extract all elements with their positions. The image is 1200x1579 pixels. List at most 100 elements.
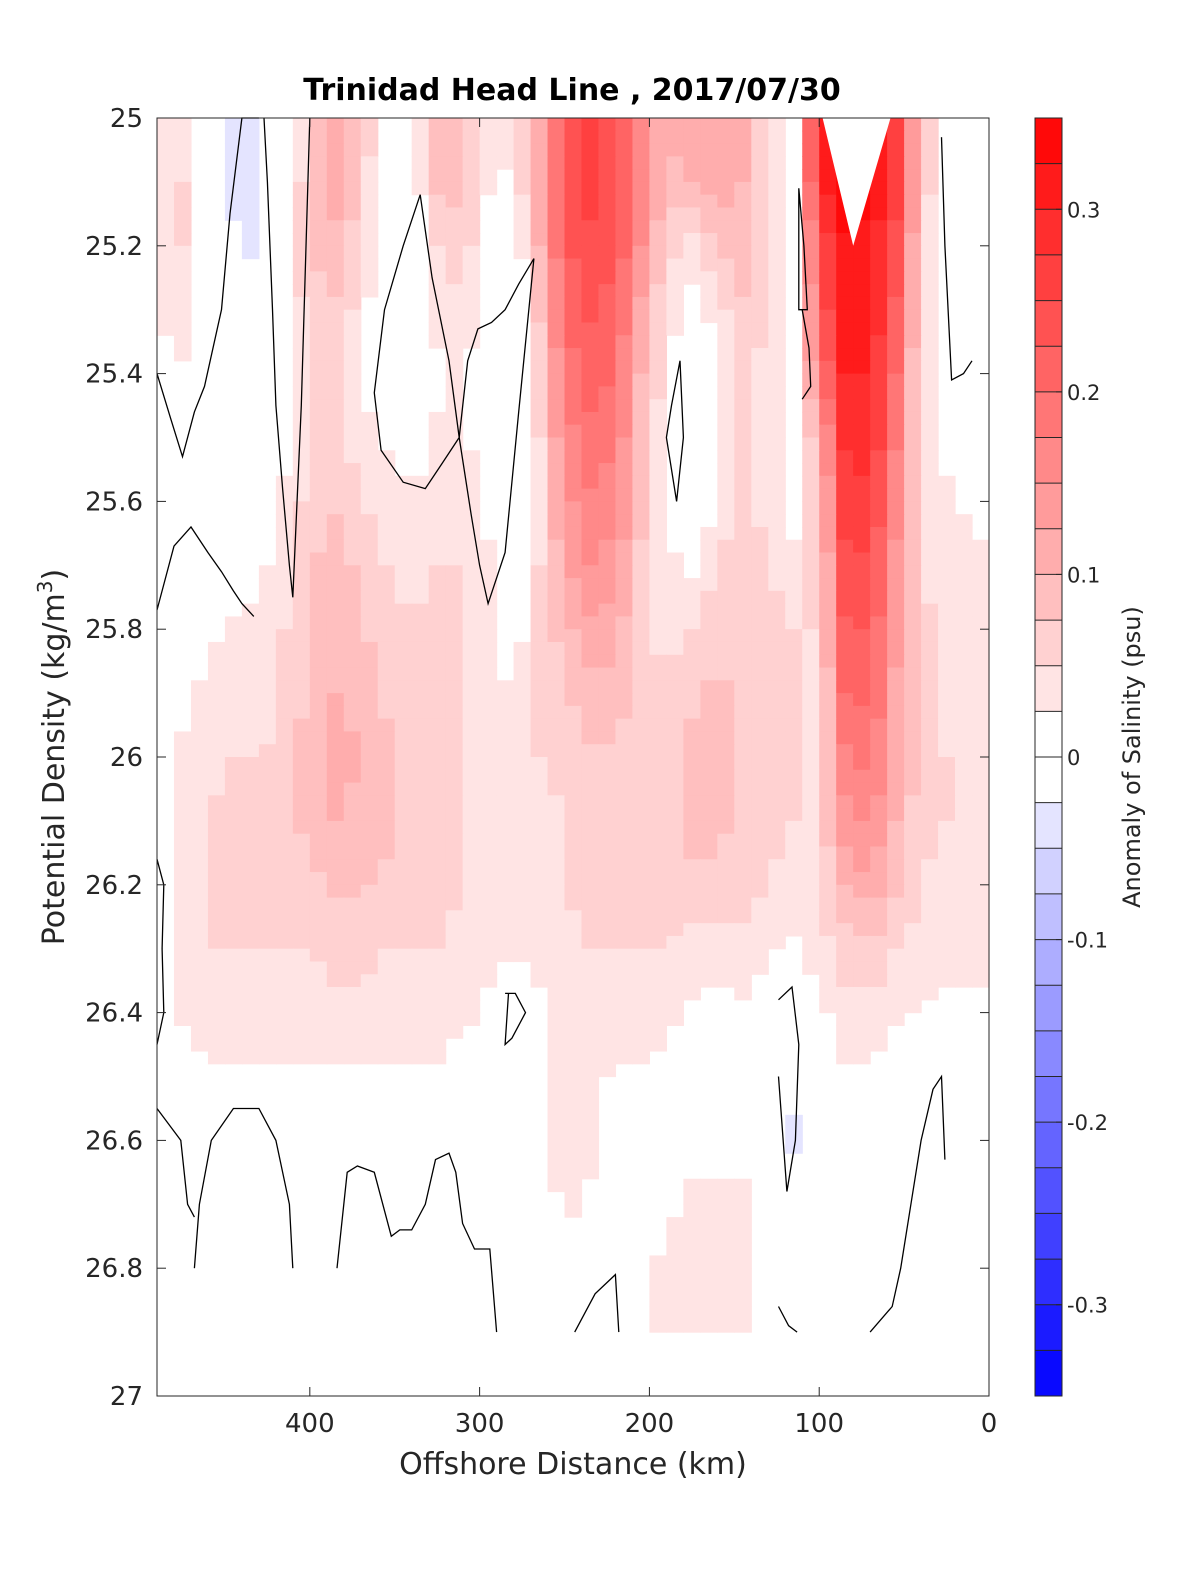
heatmap-cell bbox=[683, 1268, 701, 1282]
heatmap-cell bbox=[632, 935, 651, 950]
heatmap-cell bbox=[581, 718, 600, 733]
heatmap-cell bbox=[870, 552, 888, 566]
heatmap-cell bbox=[462, 641, 481, 656]
heatmap-cell bbox=[479, 872, 498, 886]
heatmap-cell bbox=[360, 258, 379, 272]
heatmap-cell bbox=[513, 744, 532, 758]
heatmap-cell bbox=[343, 744, 362, 758]
heatmap-cell bbox=[411, 514, 430, 528]
heatmap-cell bbox=[377, 744, 396, 758]
heatmap-cell bbox=[326, 616, 345, 630]
heatmap-cell bbox=[938, 923, 956, 937]
heatmap-cell bbox=[564, 578, 583, 592]
heatmap-cell bbox=[394, 603, 413, 618]
heatmap-cell bbox=[598, 450, 617, 464]
heatmap-cell bbox=[530, 360, 549, 375]
heatmap-cell bbox=[955, 808, 973, 822]
heatmap-cell bbox=[343, 820, 362, 835]
heatmap-cell bbox=[428, 207, 447, 221]
heatmap-cell bbox=[326, 514, 345, 528]
heatmap-cell bbox=[326, 245, 345, 260]
heatmap-cell bbox=[887, 731, 905, 745]
heatmap-cell bbox=[717, 616, 735, 630]
heatmap-cell bbox=[428, 450, 447, 464]
heatmap-cell bbox=[887, 808, 905, 822]
heatmap-cell bbox=[666, 1280, 684, 1295]
heatmap-cell bbox=[717, 271, 735, 285]
heatmap-cell bbox=[904, 820, 922, 835]
heatmap-cell bbox=[326, 322, 345, 336]
heatmap-cell bbox=[547, 488, 566, 502]
heatmap-cell bbox=[717, 424, 735, 439]
heatmap-cell bbox=[581, 820, 600, 835]
heatmap-cell bbox=[513, 169, 532, 183]
heatmap-cell bbox=[173, 169, 192, 183]
heatmap-cell bbox=[836, 271, 854, 285]
heatmap-cell bbox=[717, 360, 735, 375]
heatmap-cell bbox=[734, 833, 752, 848]
heatmap-cell bbox=[921, 846, 939, 860]
heatmap-cell bbox=[632, 181, 651, 196]
heatmap-cell bbox=[904, 335, 922, 349]
heatmap-cell bbox=[598, 629, 617, 643]
heatmap-cell bbox=[343, 629, 362, 643]
heatmap-cell bbox=[921, 194, 939, 209]
heatmap-cell bbox=[241, 744, 260, 758]
heatmap-cell bbox=[530, 373, 549, 387]
heatmap-cell bbox=[343, 130, 362, 145]
heatmap-cell bbox=[802, 463, 820, 477]
heatmap-cell bbox=[870, 514, 888, 528]
heatmap-cell bbox=[921, 156, 939, 170]
heatmap-cell bbox=[887, 667, 905, 681]
heatmap-cell bbox=[530, 514, 549, 528]
heatmap-cell bbox=[309, 143, 328, 157]
heatmap-cell bbox=[173, 233, 192, 247]
heatmap-cell bbox=[343, 233, 362, 247]
heatmap-cell bbox=[530, 118, 549, 132]
heatmap-cell bbox=[649, 360, 667, 375]
heatmap-cell bbox=[428, 808, 447, 822]
heatmap-cell bbox=[802, 245, 820, 260]
heatmap-cell bbox=[598, 718, 617, 733]
heatmap-cell bbox=[173, 156, 192, 170]
heatmap-cell bbox=[207, 1050, 226, 1065]
heatmap-cell bbox=[904, 974, 922, 988]
heatmap-cell bbox=[955, 782, 973, 796]
heatmap-cell bbox=[717, 884, 735, 899]
heatmap-cell bbox=[853, 820, 871, 835]
heatmap-cell bbox=[343, 475, 362, 490]
heatmap-cell bbox=[377, 948, 396, 963]
heatmap-cell bbox=[343, 335, 362, 349]
heatmap-cell bbox=[700, 923, 718, 937]
heatmap-cell bbox=[785, 769, 803, 784]
heatmap-cell bbox=[700, 731, 718, 745]
heatmap-cell bbox=[717, 948, 735, 963]
heatmap-cell bbox=[734, 565, 752, 579]
heatmap-cell bbox=[836, 744, 854, 758]
colorbar-band bbox=[1035, 1167, 1062, 1214]
heatmap-cell bbox=[870, 399, 888, 413]
heatmap-cell bbox=[530, 386, 549, 400]
heatmap-cell bbox=[938, 872, 956, 886]
heatmap-cell bbox=[836, 284, 854, 298]
heatmap-cell bbox=[462, 654, 481, 669]
heatmap-cell bbox=[309, 782, 328, 796]
heatmap-cell bbox=[768, 424, 786, 439]
heatmap-cell bbox=[343, 757, 362, 771]
heatmap-cell bbox=[547, 846, 566, 860]
heatmap-cell bbox=[564, 130, 583, 145]
heatmap-cell bbox=[360, 118, 379, 132]
heatmap-cell bbox=[734, 987, 752, 1001]
heatmap-cell bbox=[683, 718, 701, 733]
heatmap-cell bbox=[768, 130, 786, 145]
heatmap-cell bbox=[377, 654, 396, 669]
heatmap-cell bbox=[734, 118, 752, 132]
heatmap-cell bbox=[938, 910, 956, 924]
heatmap-cell bbox=[428, 565, 447, 579]
heatmap-cell bbox=[207, 935, 226, 950]
heatmap-cell bbox=[564, 782, 583, 796]
heatmap-cell bbox=[649, 1319, 667, 1333]
heatmap-cell bbox=[581, 1076, 600, 1090]
heatmap-cell bbox=[411, 948, 430, 963]
heatmap-cell bbox=[241, 603, 260, 618]
